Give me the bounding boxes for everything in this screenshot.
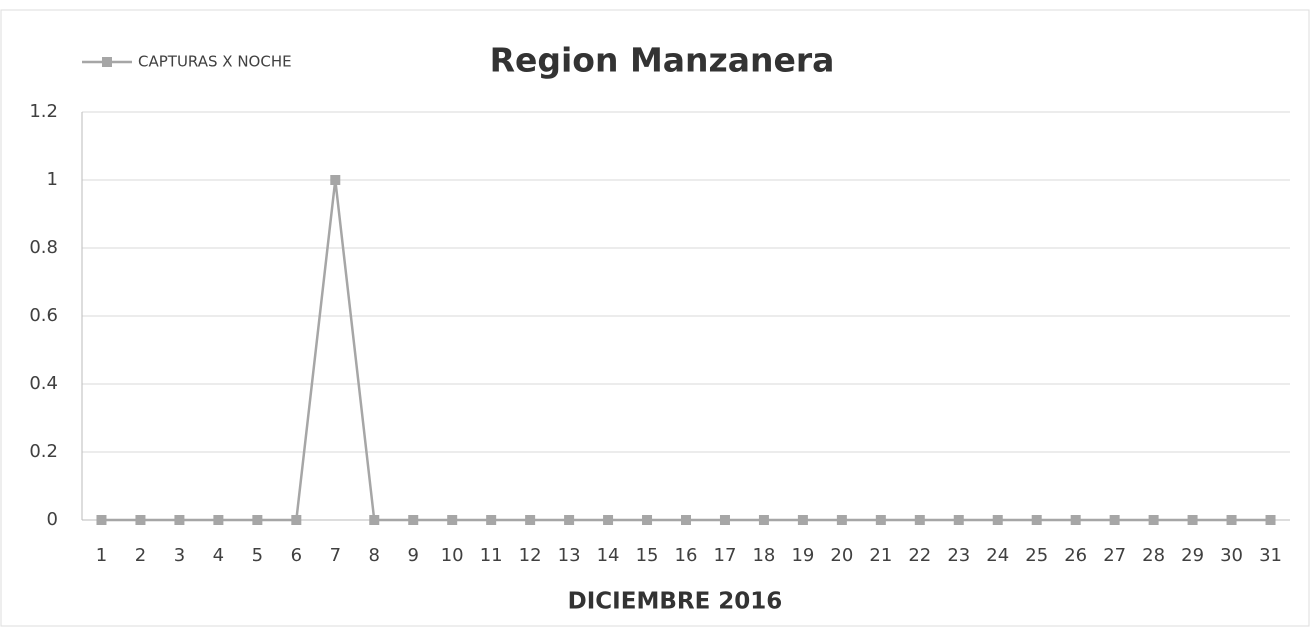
marker — [1031, 515, 1042, 525]
y-tick-label: 0.2 — [29, 441, 58, 462]
x-tick-label: 10 — [441, 545, 464, 566]
x-tick-label: 20 — [830, 545, 853, 566]
marker — [408, 515, 419, 525]
marker — [758, 515, 769, 525]
x-tick-label: 22 — [908, 545, 931, 566]
x-tick-label: 26 — [1064, 545, 1087, 566]
marker — [369, 515, 380, 525]
y-tick-label: 1 — [47, 169, 58, 190]
marker — [914, 515, 925, 525]
marker — [719, 515, 730, 525]
y-tick-label: 0.4 — [29, 373, 58, 394]
x-tick-label: 2 — [135, 545, 146, 566]
marker — [1187, 515, 1198, 525]
x-tick-label: 1 — [96, 545, 107, 566]
marker — [96, 515, 107, 525]
y-tick-label: 0.8 — [29, 237, 58, 258]
marker — [1070, 515, 1081, 525]
marker — [291, 515, 302, 525]
marker — [1226, 515, 1237, 525]
x-tick-label: 30 — [1220, 545, 1243, 566]
x-axis-title: DICIEMBRE 2016 — [568, 589, 783, 615]
x-tick-label: 5 — [252, 545, 263, 566]
marker — [330, 175, 341, 185]
marker — [1109, 515, 1120, 525]
marker — [213, 515, 224, 525]
marker — [681, 515, 691, 525]
x-tick-label: 11 — [480, 545, 503, 566]
x-tick-label: 4 — [213, 545, 224, 566]
x-tick-label: 29 — [1181, 545, 1204, 566]
marker — [486, 515, 497, 525]
x-tick-label: 7 — [330, 545, 341, 566]
marker — [1265, 515, 1276, 525]
marker — [447, 515, 458, 525]
x-tick-label: 12 — [519, 545, 542, 566]
x-tick-label: 25 — [1025, 545, 1048, 566]
marker — [252, 515, 263, 525]
x-tick-label: 18 — [752, 545, 775, 566]
marker — [836, 515, 847, 525]
x-tick-label: 27 — [1103, 545, 1126, 566]
marker — [564, 515, 575, 525]
x-tick-label: 15 — [636, 545, 659, 566]
y-tick-label: 0 — [47, 509, 58, 530]
marker — [1148, 515, 1159, 525]
x-tick-label: 9 — [407, 545, 418, 566]
x-tick-label: 3 — [174, 545, 185, 566]
x-tick-label: 6 — [291, 545, 302, 566]
marker — [525, 515, 536, 525]
x-tick-label: 13 — [558, 545, 581, 566]
marker — [953, 515, 964, 525]
x-tick-label: 23 — [947, 545, 970, 566]
x-tick-label: 21 — [869, 545, 892, 566]
marker — [603, 515, 614, 525]
x-tick-label: 31 — [1259, 545, 1282, 566]
y-tick-label: 1.2 — [29, 101, 58, 122]
x-tick-label: 8 — [369, 545, 380, 566]
x-tick-label: 28 — [1142, 545, 1165, 566]
x-tick-label: 14 — [597, 545, 620, 566]
marker — [174, 515, 185, 525]
marker — [135, 515, 146, 525]
marker — [642, 515, 653, 525]
chart-title: Region Manzanera — [490, 41, 835, 80]
legend-marker — [102, 57, 112, 67]
chart-frame — [0, 9, 1310, 627]
x-tick-label: 16 — [675, 545, 698, 566]
legend-label: CAPTURAS X NOCHE — [138, 53, 292, 71]
x-tick-label: 19 — [791, 545, 814, 566]
x-tick-label: 17 — [714, 545, 737, 566]
marker — [875, 515, 886, 525]
y-tick-label: 0.6 — [29, 305, 58, 326]
x-tick-label: 24 — [986, 545, 1009, 566]
marker — [992, 515, 1003, 525]
marker — [797, 515, 808, 525]
